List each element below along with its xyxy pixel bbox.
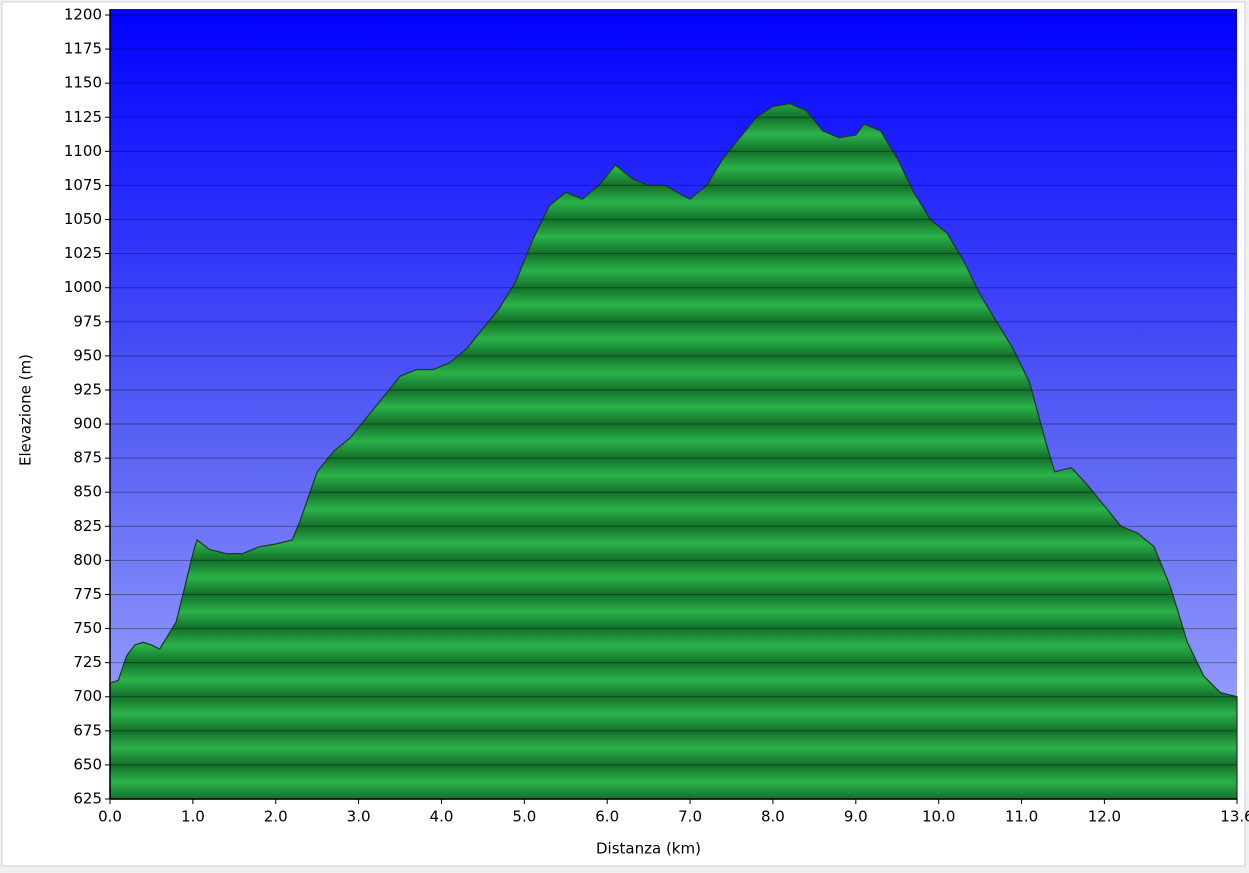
y-tick-label: 625	[73, 790, 102, 808]
x-tick-label: 8.0	[761, 808, 785, 826]
y-tick-label: 650	[73, 755, 102, 773]
x-tick-label: 13.6	[1220, 808, 1249, 826]
y-tick-label: 1025	[64, 244, 102, 262]
y-tick-label: 675	[73, 721, 102, 739]
y-tick-label: 1150	[64, 74, 102, 92]
x-tick-label: 4.0	[430, 808, 454, 826]
y-tick-label: 1100	[64, 142, 102, 160]
y-tick-label: 875	[73, 449, 102, 467]
y-tick-label: 1175	[64, 40, 102, 58]
y-tick-label: 1200	[64, 6, 102, 24]
x-tick-label: 7.0	[678, 808, 702, 826]
x-tick-label: 12.0	[1088, 808, 1121, 826]
y-tick-label: 850	[73, 483, 102, 501]
x-tick-label: 11.0	[1005, 808, 1038, 826]
y-tick-label: 775	[73, 585, 102, 603]
y-tick-label: 975	[73, 312, 102, 330]
y-tick-label: 725	[73, 653, 102, 671]
y-axis-label: Elevazione (m)	[17, 354, 35, 466]
x-tick-label: 6.0	[595, 808, 619, 826]
y-tick-label: 1075	[64, 176, 102, 194]
x-axis-label: Distanza (km)	[596, 840, 701, 858]
y-tick-label: 800	[73, 551, 102, 569]
y-tick-label: 950	[73, 346, 102, 364]
y-tick-label: 900	[73, 415, 102, 433]
y-tick-label: 925	[73, 380, 102, 398]
y-tick-label: 1000	[64, 278, 102, 296]
y-tick-label: 1125	[64, 108, 102, 126]
x-tick-label: 5.0	[512, 808, 536, 826]
x-tick-label: 0.0	[98, 808, 122, 826]
y-tick-label: 825	[73, 517, 102, 535]
x-tick-label: 10.0	[922, 808, 955, 826]
y-tick-label: 750	[73, 619, 102, 637]
y-tick-label: 1050	[64, 210, 102, 228]
y-tick-label: 700	[73, 687, 102, 705]
x-tick-label: 9.0	[844, 808, 868, 826]
x-tick-label: 1.0	[181, 808, 205, 826]
x-tick-label: 2.0	[264, 808, 288, 826]
x-tick-label: 3.0	[347, 808, 371, 826]
elevation-area	[109, 102, 1238, 800]
